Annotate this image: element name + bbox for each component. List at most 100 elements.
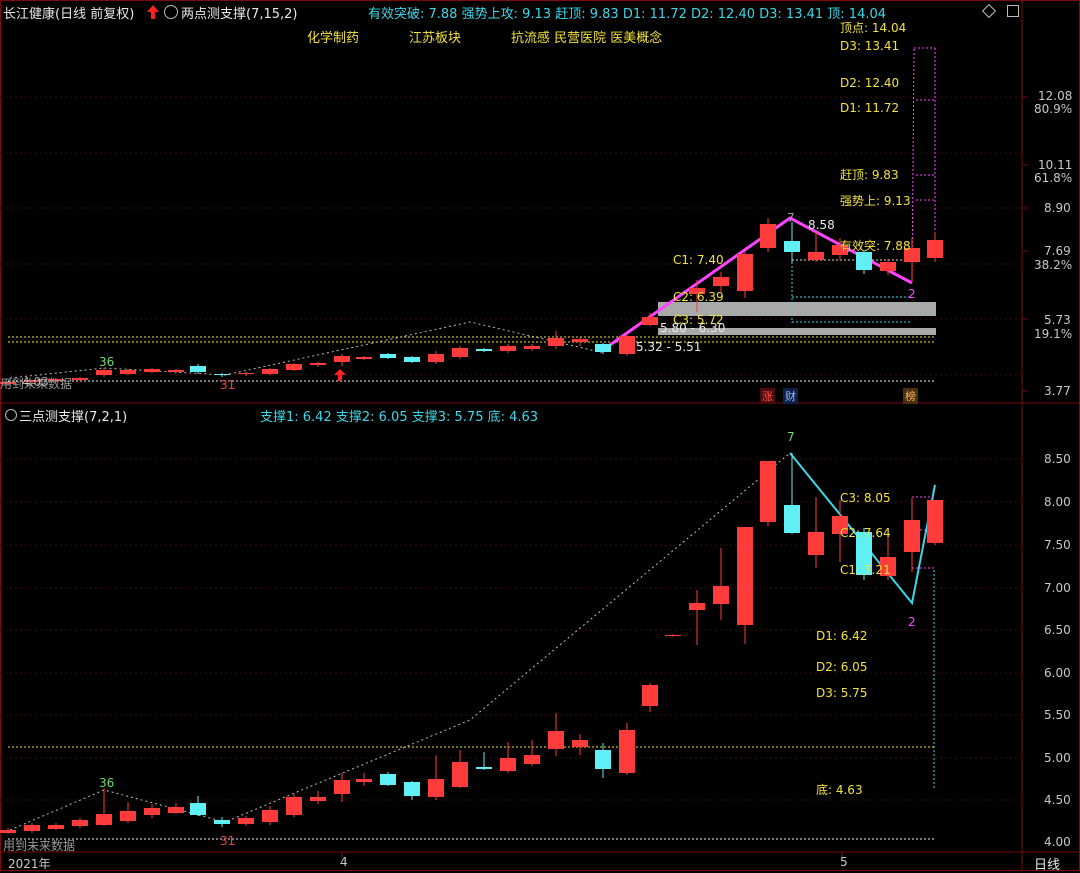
label-base2: 5.32 - 5.51 — [636, 340, 702, 354]
x-axis-month: 4 — [340, 855, 348, 869]
candle-body — [334, 780, 350, 794]
concept-tag[interactable]: 江苏板块 — [409, 31, 462, 46]
label-d3: D3: 13.41 — [840, 39, 900, 53]
candle-body — [214, 374, 230, 375]
ind2-value: 底: 4.63 — [487, 410, 539, 425]
candle-body — [428, 354, 444, 362]
candle-body — [238, 818, 254, 824]
y-tick: 4.50 — [1044, 793, 1071, 807]
tag-cai[interactable]: 财 — [783, 388, 798, 404]
label-d2: D2: 6.05 — [816, 660, 868, 674]
label-future-data: 用到未来数据 — [3, 839, 76, 853]
label-d3: D3: 5.75 — [816, 686, 868, 700]
y-tick: 8.90 — [1044, 201, 1071, 215]
candle-body — [927, 500, 943, 543]
candle-body — [619, 336, 635, 354]
x-axis-year: 2021年 — [8, 857, 51, 871]
y-tick: 8.00 — [1044, 495, 1071, 509]
buy-arrow-icon — [334, 369, 346, 381]
candle-body — [404, 357, 420, 362]
indicator2-values: 支撑1: 6.42 支撑2: 6.05 支撑3: 5.75 底: 4.63 — [260, 406, 538, 425]
y-tick: 5.00 — [1044, 751, 1071, 765]
ind1-value: 强势上攻: 9.13 — [461, 7, 552, 22]
label-trough-count: 2 — [908, 287, 916, 301]
concept-tag[interactable]: 抗流感 民营医院 医美概念 — [511, 31, 663, 46]
ind1-value: 有效突破: 7.88 — [368, 7, 458, 22]
candle-body — [452, 762, 468, 787]
maximize-icon[interactable] — [1007, 5, 1019, 17]
ind1-value: D3: 13.41 — [759, 7, 824, 22]
label-ganding: 赶顶: 9.83 — [840, 168, 899, 182]
y-tick: 5.50 — [1044, 708, 1071, 722]
candle-body — [524, 346, 540, 349]
candle-body — [168, 807, 184, 813]
label-peak: 8.58 — [808, 218, 835, 232]
y-tick: 10.11 — [1038, 158, 1073, 172]
y-tick: 7.69 — [1044, 244, 1071, 258]
candle-body — [476, 349, 492, 351]
candle-body — [356, 779, 372, 782]
y-tick: 5.73 — [1044, 313, 1071, 327]
candle-body — [144, 369, 160, 372]
label-peak-count: 7 — [787, 211, 795, 225]
tag-zhang[interactable]: 涨 — [760, 388, 775, 404]
candle-body — [48, 379, 64, 381]
candle-body — [214, 820, 230, 824]
ind1-value: 赶顶: 9.83 — [555, 7, 619, 22]
candle-body — [428, 779, 444, 797]
candle-body — [310, 797, 326, 801]
candle-body — [144, 808, 160, 815]
candle-body — [760, 224, 776, 248]
candle-body — [904, 248, 920, 262]
candle-body — [72, 378, 88, 380]
ind1-value: D1: 11.72 — [622, 7, 687, 22]
label-left-count: 36 — [99, 355, 115, 369]
candle-body — [880, 557, 896, 576]
lower-candles — [0, 453, 943, 834]
concept-tag[interactable]: 化学制药 — [307, 31, 360, 46]
candle-body — [524, 755, 540, 764]
candle-body — [96, 370, 112, 375]
candle-body — [619, 730, 635, 773]
candle-body — [713, 586, 729, 604]
label-di: 底: 4.63 — [816, 783, 863, 797]
y-tick-pct: 80.9% — [1034, 102, 1073, 116]
candle-body — [262, 810, 278, 822]
candle-body — [572, 339, 588, 342]
upper-candles — [0, 218, 943, 385]
candle-body — [380, 354, 396, 358]
ind2-value: 支撑3: 5.75 — [411, 410, 484, 425]
tag-bang[interactable]: 榜 — [903, 388, 918, 404]
label-left-count: 36 — [99, 776, 115, 790]
label-d1: D1: 11.72 — [840, 101, 900, 115]
y-tick-pct: 38.2% — [1034, 258, 1073, 272]
label-c3: C3: 8.05 — [840, 491, 891, 505]
candle-body — [689, 288, 705, 294]
y-tick: 12.08 — [1038, 89, 1073, 103]
candle-body — [334, 356, 350, 362]
indicator1-values: 有效突破: 7.88 强势上攻: 9.13 赶顶: 9.83 D1: 11.72… — [368, 3, 886, 22]
candle-body — [737, 527, 753, 625]
label-future-data: 用到未来数据 — [0, 377, 73, 391]
indicator-toggle-icon[interactable] — [164, 5, 178, 19]
label-base1: 5.80 - 6.30 — [660, 321, 726, 335]
label-left-low: 31 — [220, 378, 236, 392]
label-future-value: 4.03 — [22, 375, 49, 389]
indicator-toggle-icon[interactable] — [5, 409, 17, 421]
candle-body — [927, 240, 943, 258]
label-left-low: 31 — [220, 834, 236, 848]
candle-body — [548, 731, 564, 749]
label-c3: C3: 5.72 — [673, 313, 724, 327]
ind2-value: 支撑1: 6.42 — [260, 410, 332, 425]
candle-body — [642, 685, 658, 706]
indicator1-name: 两点测支撑(7,15,2) — [181, 7, 298, 22]
period-button[interactable]: 日线 — [1034, 858, 1061, 873]
label-top: 顶点: 14.04 — [840, 21, 907, 35]
candle-body — [856, 532, 872, 575]
candle-body — [0, 830, 16, 833]
candle-body — [784, 505, 800, 533]
candle-body — [548, 338, 564, 346]
y-tick: 7.00 — [1044, 581, 1071, 595]
x-axis-month: 5 — [840, 855, 848, 869]
